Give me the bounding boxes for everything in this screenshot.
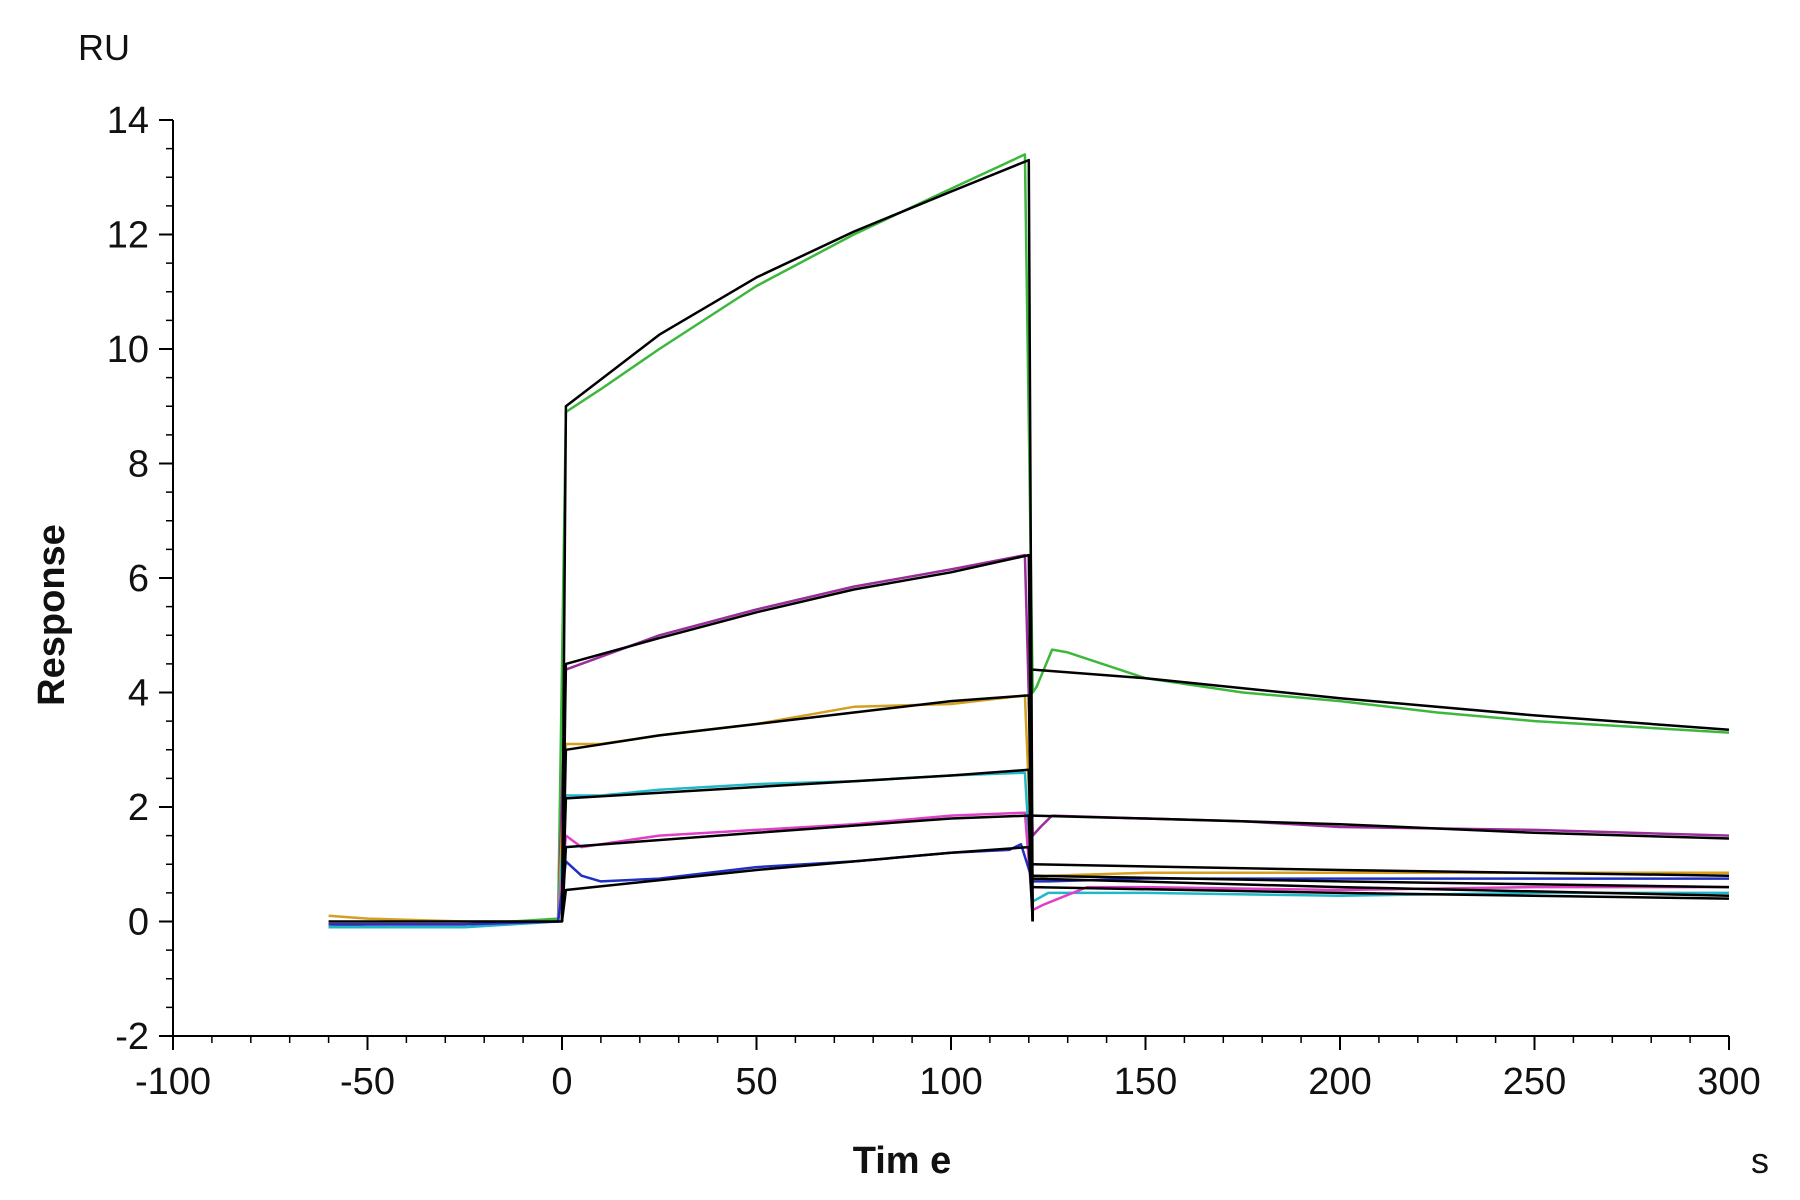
axes: -100 -50 0 50 100 150 200 250 300 -2 0 2 4 6 8 10 12 14 <box>107 100 1761 1103</box>
x-tick-label: 0 <box>551 1061 572 1103</box>
y-tick-label: 6 <box>128 558 149 600</box>
fit-curve-12 <box>1032 885 1730 900</box>
x-tick-label: 250 <box>1503 1061 1566 1103</box>
fit-curves <box>328 158 1730 923</box>
y-tick-label: 10 <box>107 329 149 371</box>
fit-curve-10 <box>1032 877 1730 897</box>
fit-curve-1 <box>328 158 1034 923</box>
x-unit-label: s <box>1751 1140 1769 1181</box>
y-tick-label: 0 <box>128 902 149 944</box>
x-tick-label: 100 <box>919 1061 982 1103</box>
x-tick-label: 200 <box>1308 1061 1371 1103</box>
x-tick-label: -50 <box>340 1061 395 1103</box>
fit-curve-7 <box>560 768 1034 922</box>
x-axis-title: Tim e <box>853 1140 952 1182</box>
y-unit-label: RU <box>78 27 130 68</box>
fit-curve-6 <box>1032 863 1730 877</box>
fit-curve-2 <box>1032 668 1730 731</box>
y-tick-label: 8 <box>128 444 149 486</box>
x-tick-label: 300 <box>1697 1061 1760 1103</box>
y-tick-label: 4 <box>128 673 149 715</box>
data-series-line-1 <box>328 153 1730 929</box>
y-tick-label: 2 <box>128 787 149 829</box>
fit-curve-3 <box>560 553 1034 922</box>
fit-curve-8 <box>1032 874 1730 889</box>
fit-curve-4 <box>1032 814 1730 840</box>
fit-curve-5 <box>560 694 1034 922</box>
y-tick-label: 14 <box>107 100 149 142</box>
y-tick-label: -2 <box>115 1016 149 1058</box>
y-tick-label: 12 <box>107 215 149 257</box>
x-tick-label: 50 <box>735 1061 777 1103</box>
x-tick-label: -100 <box>135 1061 211 1103</box>
x-tick-label: 150 <box>1114 1061 1177 1103</box>
y-axis-title: Response <box>31 524 73 706</box>
fit-curve-9 <box>560 814 1034 922</box>
fit-curve-11 <box>560 845 1034 922</box>
